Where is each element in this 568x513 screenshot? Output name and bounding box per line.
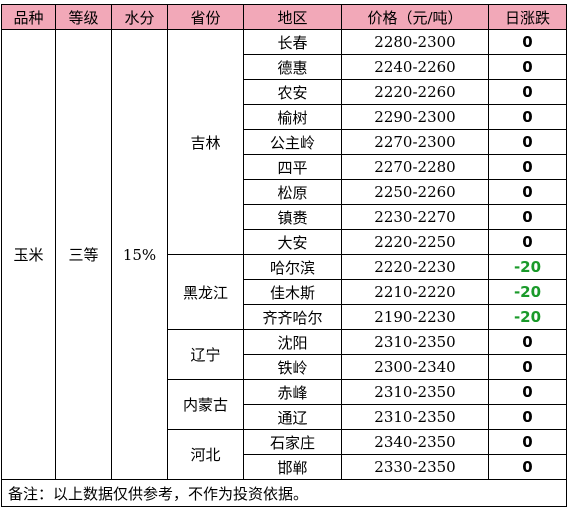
- price-cell: 2310-2350: [341, 379, 489, 405]
- price-cell: 2310-2350: [341, 329, 489, 355]
- table-row: 德惠 2240-2260 0: [2, 54, 567, 80]
- change-cell: 0: [488, 454, 567, 480]
- header-region: 地区: [243, 4, 342, 30]
- price-cell: 2190-2230: [341, 304, 489, 330]
- region-cell: 四平: [243, 154, 342, 180]
- region-cell: 大安: [243, 229, 342, 255]
- table-row: 黑龙江 哈尔滨 2220-2230 -20: [2, 254, 567, 330]
- region-cell: 赤峰: [243, 379, 342, 405]
- region-cell: 松原: [243, 179, 342, 205]
- table-row: 内蒙古 赤峰 2310-2350 0: [2, 379, 567, 430]
- region-cell: 齐齐哈尔: [243, 304, 342, 330]
- price-cell: 2250-2260: [341, 179, 489, 205]
- region-cell: 镇赉: [243, 204, 342, 230]
- region-cell: 沈阳: [243, 329, 342, 355]
- change-cell: -20: [488, 279, 567, 305]
- change-cell: 0: [488, 379, 567, 405]
- region-cell: 石家庄: [243, 429, 342, 455]
- change-cell: 0: [488, 154, 567, 180]
- region-cell: 榆树: [243, 104, 342, 130]
- header-price: 价格（元/吨）: [341, 4, 489, 30]
- province-cell-inner-mongolia: 内蒙古: [167, 379, 244, 430]
- change-cell: -20: [488, 254, 567, 280]
- price-cell: 2220-2230: [341, 254, 489, 280]
- price-cell: 2300-2340: [341, 354, 489, 380]
- province-cell-hebei: 河北: [167, 429, 244, 480]
- price-cell: 2280-2300: [341, 29, 489, 55]
- moisture-cell: 15%: [111, 29, 168, 480]
- table-row: 公主岭 2270-2300 0: [2, 129, 567, 155]
- change-cell: 0: [488, 54, 567, 80]
- region-cell: 农安: [243, 79, 342, 105]
- change-cell: 0: [488, 29, 567, 55]
- change-cell: 0: [488, 229, 567, 255]
- region-cell: 佳木斯: [243, 279, 342, 305]
- price-cell: 2340-2350: [341, 429, 489, 455]
- region-cell: 公主岭: [243, 129, 342, 155]
- change-cell: -20: [488, 304, 567, 330]
- price-cell: 2310-2350: [341, 404, 489, 430]
- region-cell: 邯郸: [243, 454, 342, 480]
- header-daily-change: 日涨跌: [488, 4, 567, 30]
- note-row: 备注：以上数据仅供参考，不作为投资依据。: [1, 479, 567, 507]
- grade-cell: 三等: [55, 29, 112, 480]
- region-cell: 铁岭: [243, 354, 342, 380]
- change-cell: 0: [488, 329, 567, 355]
- region-cell: 通辽: [243, 404, 342, 430]
- price-cell: 2330-2350: [341, 454, 489, 480]
- region-cell: 德惠: [243, 54, 342, 80]
- disclaimer-note: 备注：以上数据仅供参考，不作为投资依据。: [1, 479, 567, 507]
- province-cell-liaoning: 辽宁: [167, 329, 244, 380]
- change-cell: 0: [488, 404, 567, 430]
- price-cell: 2210-2220: [341, 279, 489, 305]
- region-cell: 长春: [243, 29, 342, 55]
- price-cell: 2240-2260: [341, 54, 489, 80]
- change-cell: 0: [488, 354, 567, 380]
- table-row: 佳木斯 2210-2220 -20: [2, 279, 567, 305]
- change-cell: 0: [488, 429, 567, 455]
- price-cell: 2220-2260: [341, 79, 489, 105]
- price-cell: 2290-2300: [341, 104, 489, 130]
- change-cell: 0: [488, 79, 567, 105]
- price-cell: 2230-2270: [341, 204, 489, 230]
- header-row: 品种 等级 水分 省份 地区 价格（元/吨） 日涨跌: [1, 4, 567, 30]
- header-grade: 等级: [55, 4, 112, 30]
- table-row: 榆树 2290-2300 0: [2, 104, 567, 130]
- change-cell: 0: [488, 179, 567, 205]
- change-cell: 0: [488, 129, 567, 155]
- table-row: 四平 2270-2280 0: [2, 154, 567, 180]
- price-cell: 2270-2280: [341, 154, 489, 180]
- header-moisture: 水分: [111, 4, 168, 30]
- province-cell-jilin: 吉林: [167, 29, 244, 255]
- table-row: 邯郸 2330-2350 0: [2, 454, 567, 480]
- price-cell: 2220-2250: [341, 229, 489, 255]
- variety-cell: 玉米: [1, 29, 56, 480]
- table-row: 玉米 三等 15% 吉林 长春 2280-2300 0: [1, 29, 567, 480]
- header-province: 省份: [167, 4, 244, 30]
- change-cell: 0: [488, 104, 567, 130]
- change-cell: 0: [488, 204, 567, 230]
- table-row: 镇赉 2230-2270 0: [2, 204, 567, 230]
- header-variety: 品种: [1, 4, 56, 30]
- price-cell: 2270-2300: [341, 129, 489, 155]
- province-cell-heilongjiang: 黑龙江: [167, 254, 244, 330]
- region-cell: 哈尔滨: [243, 254, 342, 280]
- table-row: 辽宁 沈阳 2310-2350 0: [2, 329, 567, 380]
- corn-price-table: 品种 等级 水分 省份 地区 价格（元/吨） 日涨跌 玉米 三等 15% 吉林 …: [1, 4, 567, 507]
